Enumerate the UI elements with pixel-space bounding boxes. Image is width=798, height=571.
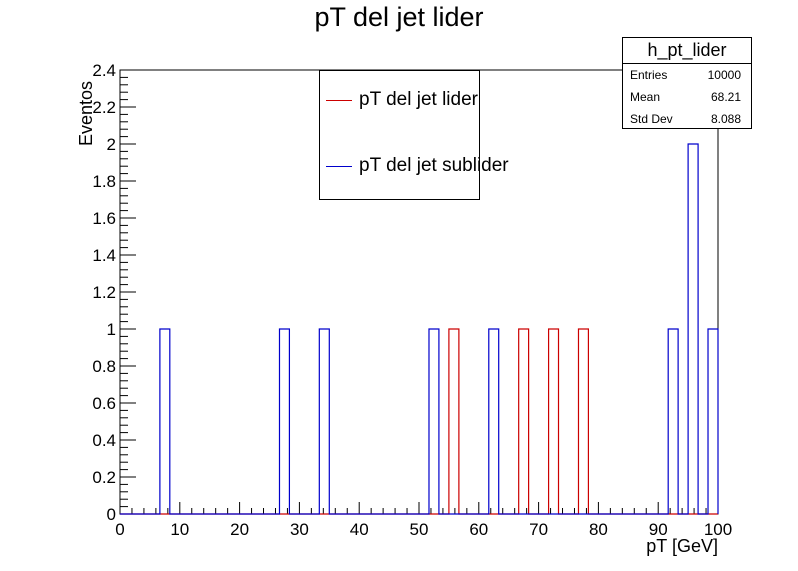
stats-value: 8.088	[710, 112, 741, 126]
series-layer	[120, 143, 719, 515]
y-tick-label: 0.4	[92, 431, 116, 450]
histogram-bar	[708, 329, 718, 514]
series-lider	[120, 328, 718, 515]
legend-label: pT del jet lider	[359, 89, 478, 110]
legend-swatch-red	[326, 99, 352, 101]
histogram-bar	[688, 144, 698, 514]
x-tick-label: 60	[469, 520, 488, 539]
x-tick-label: 100	[704, 520, 732, 539]
x-tick-label: 0	[115, 520, 124, 539]
x-tick-label: 40	[350, 520, 369, 539]
histogram-bar	[578, 329, 588, 514]
histogram-bar	[429, 329, 439, 514]
stats-row-stddev: Std Dev 8.088	[623, 108, 751, 130]
x-axis-label: pT [GeV]	[646, 536, 718, 556]
stats-label: Std Dev	[630, 112, 673, 126]
histogram-bar	[668, 329, 678, 514]
stats-value: 10000	[707, 68, 741, 82]
y-tick-label: 1.4	[92, 246, 116, 265]
x-tick-label: 20	[230, 520, 249, 539]
histogram-bar	[279, 329, 289, 514]
histogram-outline	[120, 328, 718, 515]
histogram-bar	[519, 329, 529, 514]
chart-title: pT del jet lider	[314, 2, 484, 32]
axes: 0 10 20 30 40 50 60 70 80 90 100 0 0.2 0.4 0.6 0.8 1 1.2 1…	[92, 61, 732, 539]
stats-box: h_pt_lider Entries 10000 Mean 68.21 Std …	[622, 37, 752, 129]
stats-row-entries: Entries 10000	[623, 64, 751, 86]
histogram-bar	[449, 329, 459, 514]
x-tick-label: 80	[589, 520, 608, 539]
stats-row-mean: Mean 68.21	[623, 86, 751, 108]
stats-label: Mean	[630, 90, 661, 104]
y-tick-label: 1.8	[92, 172, 116, 191]
y-tick-label: 2	[107, 135, 116, 154]
y-tick-label: 1.6	[92, 209, 116, 228]
y-axis-label: Eventos	[76, 80, 97, 147]
stats-value: 68.21	[710, 90, 741, 104]
legend-label: pT del jet sublider	[359, 155, 509, 176]
y-tick-label: 2.2	[92, 98, 116, 117]
y-tick-label: 1.2	[92, 283, 116, 302]
legend: pT del jet lider pT del jet sublider	[319, 70, 509, 200]
y-tick-label: 0.2	[92, 468, 116, 487]
x-tick-label: 90	[649, 520, 668, 539]
x-tick-label: 30	[290, 520, 309, 539]
stats-box-title: h_pt_lider	[623, 38, 751, 64]
histogram-outline	[120, 143, 719, 515]
histogram-bar	[549, 329, 559, 514]
legend-swatch-blue	[326, 165, 352, 167]
y-tick-label: 1	[107, 320, 116, 339]
series-sublider	[120, 143, 719, 515]
y-tick-label: 0.8	[92, 357, 116, 376]
legend-item-lider: pT del jet lider	[326, 89, 478, 111]
histogram-bar	[489, 329, 499, 514]
x-tick-label: 70	[529, 520, 548, 539]
stats-label: Entries	[630, 68, 668, 82]
legend-item-sublider: pT del jet sublider	[326, 155, 509, 177]
y-tick-label: 0	[107, 505, 116, 524]
x-tick-label: 10	[170, 520, 189, 539]
y-tick-label: 0.6	[92, 394, 116, 413]
y-tick-label: 2.4	[92, 61, 116, 80]
histogram-bar	[319, 329, 329, 514]
x-tick-label: 50	[410, 520, 429, 539]
histogram-bar	[160, 329, 170, 514]
